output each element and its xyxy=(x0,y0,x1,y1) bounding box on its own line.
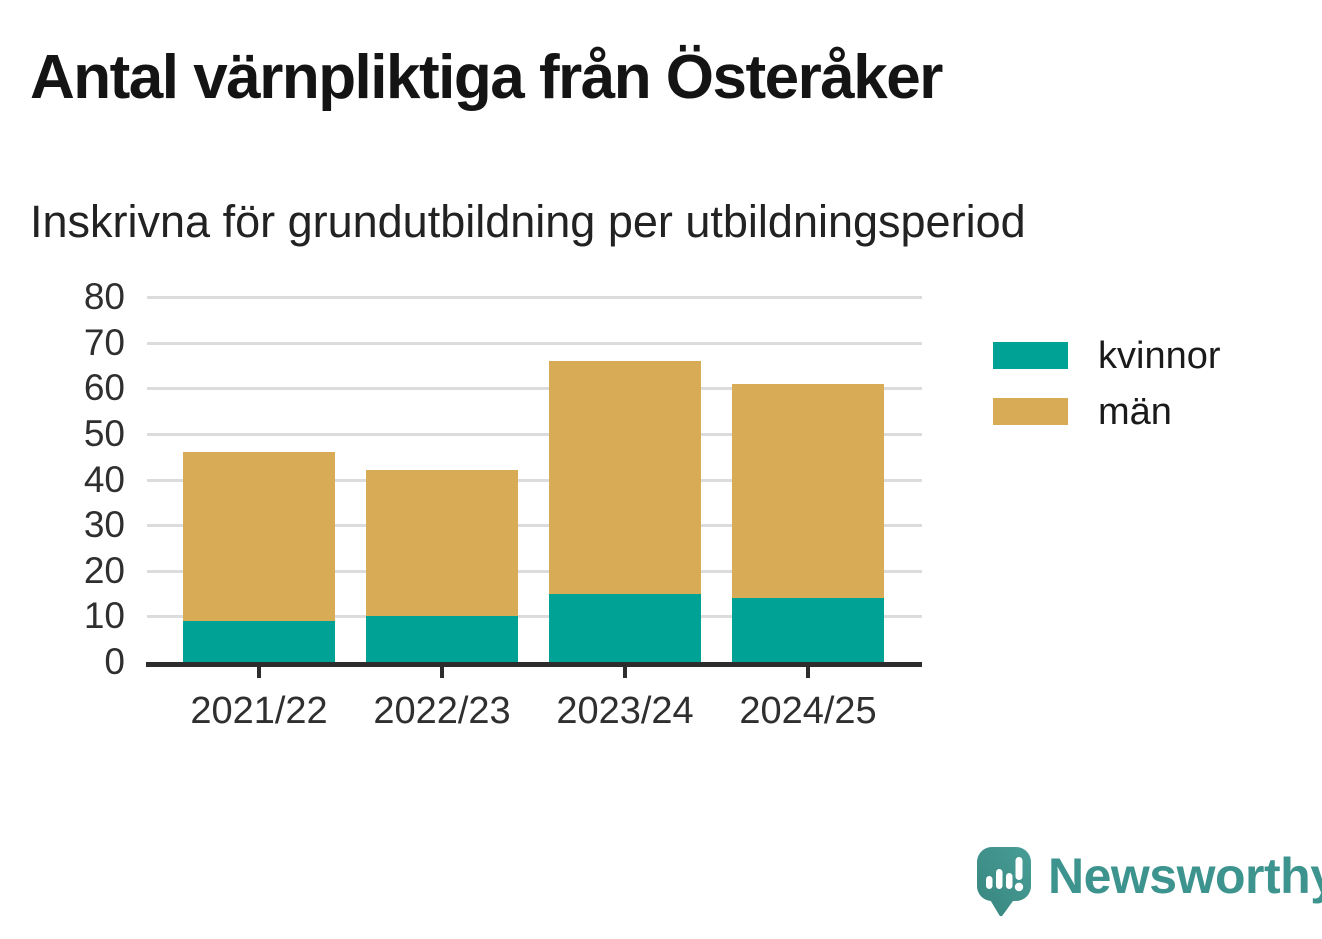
gridline xyxy=(147,296,922,299)
y-axis-tick-label: 60 xyxy=(83,367,125,409)
x-axis-tick-label: 2023/24 xyxy=(556,690,694,732)
bar-segment-kvinnor xyxy=(366,616,518,662)
legend-item-man: män xyxy=(993,393,1221,431)
gridline xyxy=(147,387,922,391)
legend-label: män xyxy=(1098,390,1172,433)
legend: kvinnor män xyxy=(993,337,1221,454)
stacked-bar xyxy=(183,452,335,662)
x-axis-tick-label: 2022/23 xyxy=(373,690,511,732)
stacked-bar xyxy=(366,470,518,662)
newsworthy-speech-bubble-barchart-icon xyxy=(977,847,1031,917)
legend-swatch-kvinnor xyxy=(993,342,1068,369)
y-axis-tick-label: 40 xyxy=(83,458,125,500)
x-axis-tick-label: 2024/25 xyxy=(739,690,877,732)
stacked-bar xyxy=(732,383,884,662)
chart-title: Antal värnpliktiga från Österåker xyxy=(30,43,943,112)
legend-swatch-man xyxy=(993,398,1068,425)
legend-item-kvinnor: kvinnor xyxy=(993,337,1221,375)
gridline xyxy=(147,341,922,345)
bar-segment-män xyxy=(549,360,701,594)
y-axis-tick-label: 30 xyxy=(83,504,125,546)
x-axis-tick-mark xyxy=(623,667,627,678)
y-axis-tick-label: 50 xyxy=(83,412,125,454)
gridline xyxy=(147,569,922,573)
y-axis-tick-label: 0 xyxy=(104,641,125,682)
bar-segment-kvinnor xyxy=(549,593,701,662)
x-axis-tick-mark xyxy=(806,667,810,678)
y-axis-tick-label: 10 xyxy=(83,595,125,637)
gridline xyxy=(147,432,922,436)
y-axis-tick-label: 20 xyxy=(83,549,125,591)
bar-segment-män xyxy=(183,452,335,621)
x-axis-tick-mark xyxy=(440,667,444,678)
y-axis-tick-label: 70 xyxy=(83,321,125,363)
newsworthy-logo: Newsworthy xyxy=(977,847,1322,917)
stacked-bar xyxy=(549,360,701,662)
bar-segment-kvinnor xyxy=(183,620,335,662)
gridline xyxy=(147,615,922,619)
gridline xyxy=(147,478,922,482)
legend-label: kvinnor xyxy=(1098,334,1221,377)
y-axis-tick-label: 80 xyxy=(83,276,125,317)
gridline xyxy=(147,524,922,528)
bar-segment-män xyxy=(366,470,518,617)
chart-subtitle: Inskrivna för grundutbildning per utbild… xyxy=(30,196,1026,247)
bar-segment-kvinnor xyxy=(732,598,884,662)
x-axis-tick-mark xyxy=(257,667,261,678)
x-axis-tick-label: 2021/22 xyxy=(190,690,328,732)
x-axis-line xyxy=(146,662,922,667)
bar-segment-män xyxy=(732,383,884,599)
plot-area xyxy=(147,296,922,662)
newsworthy-logo-text: Newsworthy xyxy=(1048,848,1322,904)
